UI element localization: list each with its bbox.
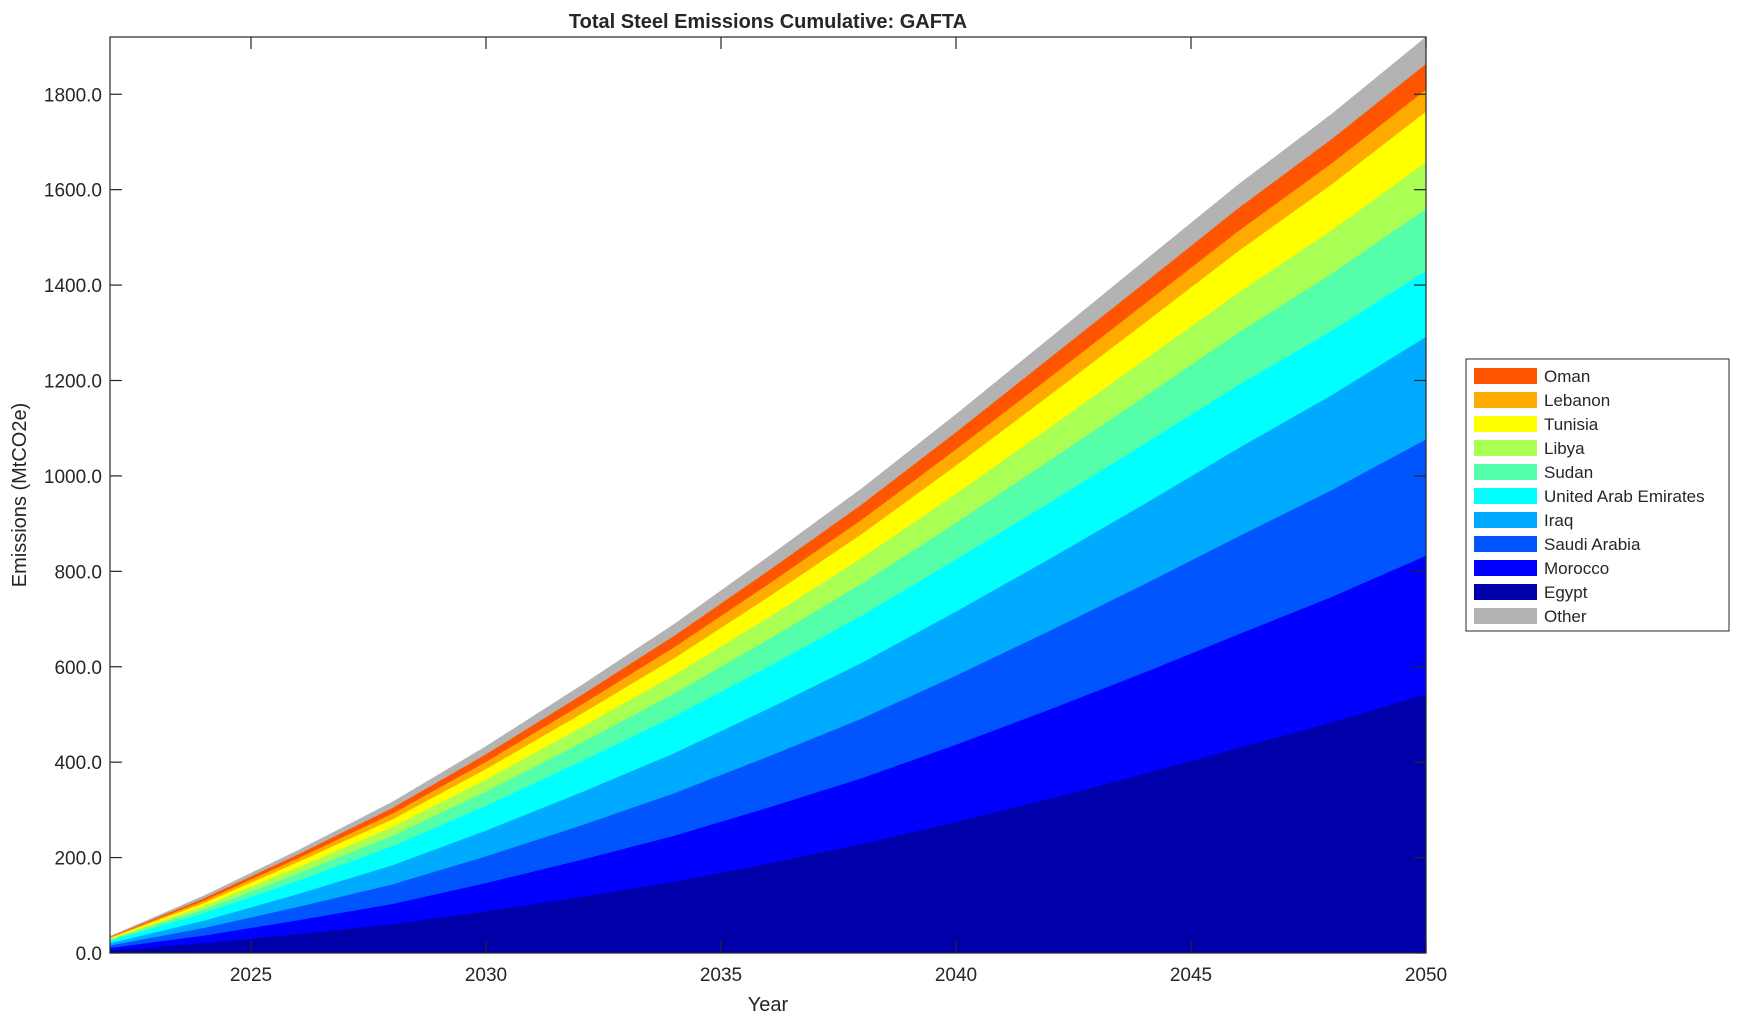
legend-label: Tunisia: [1544, 415, 1599, 434]
legend-swatch: [1474, 536, 1537, 552]
legend-label: Oman: [1544, 367, 1590, 386]
y-tick-label: 0.0: [76, 944, 102, 965]
legend-label: Lebanon: [1544, 391, 1610, 410]
legend: Oman Lebanon Tunisia Libya Sudan United Arab …: [1465, 358, 1730, 632]
legend-swatch: [1474, 368, 1537, 384]
legend-swatch: [1474, 440, 1537, 456]
y-tick-label: 600.0: [54, 658, 102, 679]
y-tick-label: 1200.0: [44, 372, 102, 393]
plot-frame: [109, 36, 1427, 954]
legend-swatch: [1474, 392, 1537, 408]
x-tick-label: 2040: [935, 965, 977, 986]
x-axis-label: Year: [748, 994, 789, 1016]
legend-swatch: [1474, 560, 1537, 576]
legend-swatch: [1474, 512, 1537, 528]
x-tick-label: 2030: [465, 965, 507, 986]
legend-swatch: [1474, 464, 1537, 480]
legend-swatch: [1474, 584, 1537, 600]
legend-label: Egypt: [1544, 583, 1588, 602]
legend-swatch: [1474, 488, 1537, 504]
area-layers: [109, 36, 1427, 954]
legend-label: Morocco: [1544, 559, 1609, 578]
y-tick-label: 200.0: [54, 849, 102, 870]
y-tick-label: 800.0: [54, 562, 102, 583]
y-tick-label: 1800.0: [44, 85, 102, 106]
legend-label: Other: [1544, 607, 1587, 626]
chart-title: Total Steel Emissions Cumulative: GAFTA: [569, 11, 967, 33]
legend-label: Sudan: [1544, 463, 1593, 482]
x-tick-label: 2025: [230, 965, 272, 986]
y-tick-label: 400.0: [54, 753, 102, 774]
y-axis-label: Emissions (MtCO2e): [9, 403, 31, 587]
legend-label: Libya: [1544, 439, 1585, 458]
x-tick-label: 2050: [1405, 965, 1447, 986]
legend-label: Saudi Arabia: [1544, 535, 1641, 554]
legend-label: Iraq: [1544, 511, 1573, 530]
y-tick-label: 1000.0: [44, 467, 102, 488]
axis-ticks: 2025 2030 2035 2040 2045 2050 0.0 200.0 400.0 600…: [44, 37, 1447, 986]
x-tick-label: 2035: [700, 965, 742, 986]
x-tick-label: 2045: [1170, 965, 1212, 986]
legend-swatch: [1474, 608, 1537, 624]
y-tick-label: 1600.0: [44, 181, 102, 202]
legend-swatch: [1474, 416, 1537, 432]
y-tick-label: 1400.0: [44, 276, 102, 297]
legend-label: United Arab Emirates: [1544, 487, 1705, 506]
